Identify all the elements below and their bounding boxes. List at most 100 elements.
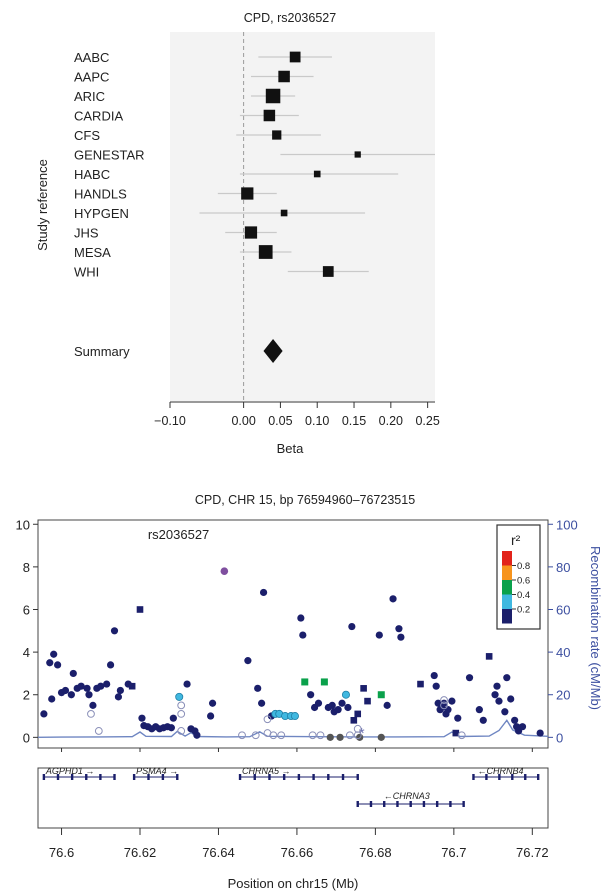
r2-legend: r² 0.8 0.6 0.4 0.2 <box>496 524 541 630</box>
y-tick-label: 10 <box>16 517 30 532</box>
snp-point <box>103 680 111 688</box>
gene-exon <box>498 774 501 780</box>
study-estimate <box>263 109 276 122</box>
x-tick-label: 76.72 <box>516 845 549 860</box>
snp-point <box>114 693 123 701</box>
y2-tick-label: 20 <box>556 688 570 703</box>
snp-point-open <box>269 731 278 740</box>
snp-point <box>493 682 501 690</box>
snp-point <box>336 733 344 741</box>
gene-exon <box>449 801 452 807</box>
y2-tick-label: 100 <box>556 517 578 532</box>
snp-point <box>175 692 184 701</box>
forest-ylabel: Study reference <box>35 159 50 251</box>
gene-label: CHRNA5 → <box>242 766 291 776</box>
regional-plot: CPD, CHR 15, bp 76594960–76723515 0 2 4 6 8 1… <box>16 493 603 891</box>
snp-point-open <box>251 731 260 740</box>
gene-exon <box>312 774 315 780</box>
snp-point <box>536 729 544 737</box>
gene-exon <box>268 774 271 780</box>
legend-swatch <box>502 551 512 566</box>
gene-exon <box>511 774 514 780</box>
snp-point-open <box>345 731 354 740</box>
snp-point-square <box>354 710 362 718</box>
gene-exon <box>409 801 412 807</box>
snp-point <box>454 714 462 722</box>
gene-exon <box>327 774 330 780</box>
summary-diamond <box>263 339 283 363</box>
legend-label: 0.2 <box>517 605 530 616</box>
study-estimate <box>280 209 288 217</box>
y2-tick-label: 80 <box>556 560 570 575</box>
snp-point-open <box>177 701 186 710</box>
forest-x-axis: −0.10 0.00 0.05 0.10 0.15 0.20 0.25 <box>154 401 440 428</box>
snp-point <box>465 674 474 682</box>
study-estimate <box>241 187 254 200</box>
gene-exon <box>369 801 373 807</box>
gene-exon <box>132 774 136 780</box>
snp-point <box>50 650 58 658</box>
summary-label: Summary <box>74 344 130 359</box>
y-tick-label: 4 <box>23 645 30 660</box>
gene: ←CHRNA3 <box>356 791 465 807</box>
snp-point <box>244 657 252 665</box>
x-tick-label: 76.64 <box>202 845 235 860</box>
snp-point <box>67 691 75 699</box>
legend-swatch <box>502 594 512 609</box>
study-estimate <box>265 88 281 104</box>
snp-point <box>183 680 191 688</box>
snp-point-square <box>364 697 371 705</box>
study-label: GENESTAR <box>74 148 145 163</box>
snp-point <box>83 684 91 692</box>
snp-point-open <box>94 727 103 735</box>
forest-plot-area <box>170 32 435 401</box>
study-row: HANDLS <box>74 187 277 202</box>
snp-point <box>326 733 334 741</box>
gene-exon <box>356 774 359 780</box>
gene: PSMA4 → <box>132 766 179 780</box>
snp-point <box>432 682 440 690</box>
snp-point <box>341 690 350 699</box>
gene-exon <box>42 774 46 780</box>
gene-exon <box>341 774 345 780</box>
study-estimate <box>289 51 301 63</box>
forest-rows: AABC AAPC ARIC CARDIA CFS GENESTAR HABC HANDLS H… <box>74 50 435 363</box>
snp-point <box>54 661 62 669</box>
study-row: AAPC <box>74 70 314 85</box>
snp-point <box>491 691 499 699</box>
gene-exon <box>472 774 475 780</box>
gene-label: PSMA4 → <box>136 766 178 776</box>
forest-x-tick-label: 0.25 <box>415 414 439 428</box>
snp-point-star: * <box>359 725 365 742</box>
snp-point <box>479 716 487 724</box>
snp-point <box>377 733 385 741</box>
regional-title: CPD, CHR 15, bp 76594960–76723515 <box>195 493 415 507</box>
snp-point-open <box>440 701 448 710</box>
regional-xlabel: Position on chr15 (Mb) <box>228 876 359 891</box>
gene-exon <box>422 801 426 807</box>
snp-point <box>207 712 215 720</box>
snp-point <box>258 699 266 707</box>
snp-point-open <box>177 727 186 735</box>
gene-exon <box>85 774 88 780</box>
forest-x-tick-label: −0.10 <box>154 414 186 428</box>
study-label: JHS <box>74 226 99 241</box>
snp-point-open <box>238 731 246 740</box>
gene-exon <box>238 774 242 780</box>
study-row: CARDIA <box>74 109 299 124</box>
study-row: ARIC <box>74 88 296 104</box>
study-label: HYPGEN <box>74 206 129 221</box>
snp-point <box>375 631 383 639</box>
legend-swatch <box>502 580 512 595</box>
snp-point <box>254 684 262 692</box>
study-row: WHI <box>74 265 369 280</box>
snp-point-square <box>128 682 136 690</box>
gene-exon <box>253 774 256 780</box>
gene-label: ←CHRNB4 <box>477 766 523 776</box>
study-label: WHI <box>74 265 99 280</box>
lead-snp-label: rs2036527 <box>148 527 209 542</box>
recombination-axis-label: Recombination rate (cM/Mb) <box>588 546 603 710</box>
gene-exon <box>70 774 74 780</box>
y2-tick-label: 40 <box>556 645 570 660</box>
forest-x-tick-label: 0.20 <box>379 414 403 428</box>
